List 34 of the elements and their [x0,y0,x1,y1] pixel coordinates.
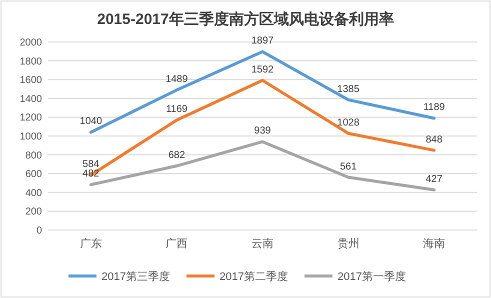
y-tick-label: 1600 [20,75,42,86]
data-label: 1385 [337,84,360,95]
y-tick-label: 400 [25,188,42,199]
y-tick-label: 600 [25,169,42,180]
y-tick-label: 1800 [20,56,42,68]
y-tick-label: 200 [25,206,42,218]
data-label: 848 [426,134,443,146]
x-tick-label: 广东 [80,237,102,250]
x-tick-label: 贵州 [337,237,360,250]
y-tick-label: 2000 [20,38,42,48]
y-tick-label: 1000 [20,132,42,142]
legend-label: 2017第二季度 [220,270,288,283]
data-label: 561 [340,161,358,172]
data-label: 1169 [166,104,188,116]
data-label: 939 [254,126,272,137]
data-label: 1040 [80,116,102,128]
chart-title: 2015-2017年三季度南方区域风电设备利用率 [97,10,394,28]
data-label: 682 [168,150,186,161]
y-tick-label: 1400 [20,94,42,105]
data-label: 1189 [423,102,446,114]
y-tick-label: 800 [25,150,42,162]
data-label: 427 [426,174,443,185]
legend-label: 2017第三季度 [102,270,170,283]
data-label: 1592 [251,64,274,76]
y-tick-label: 1200 [20,112,42,124]
y-tick-label: 0 [36,226,42,236]
x-tick-label: 广西 [166,237,188,250]
data-label: 1489 [166,74,188,86]
x-tick-label: 云南 [252,237,274,250]
data-label: 584 [82,159,100,170]
x-tick-label: 海南 [423,237,446,250]
legend-label: 2017第一季度 [338,270,406,283]
data-label: 1897 [251,36,274,47]
data-label: 1028 [337,117,360,128]
